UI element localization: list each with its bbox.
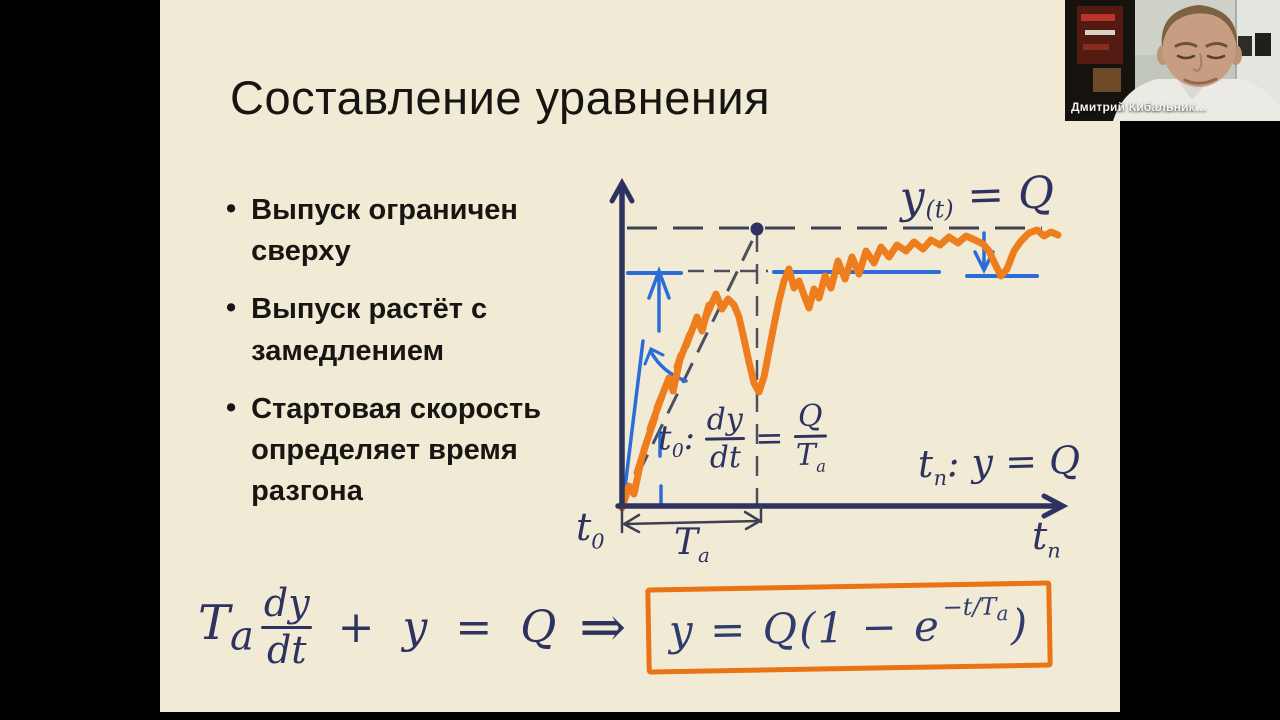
- bullet-text: Выпуск растёт с замедлением: [251, 293, 488, 367]
- equation-derivative-fraction: dy dt: [261, 583, 313, 671]
- tangent-dashed-line: [621, 230, 759, 506]
- participant-name: Дмитрий Кибальник…: [1071, 100, 1208, 114]
- bullet-item: • Выпуск растёт с замедлением: [226, 289, 598, 371]
- webcam-tile[interactable]: Дмитрий Кибальник…: [1065, 0, 1280, 121]
- axis-label-t0: t0: [576, 505, 605, 554]
- left-eye: [1176, 54, 1196, 60]
- bullet-item: • Выпуск ограничен сверху: [226, 190, 598, 272]
- dy-dt-fraction: dy dt: [704, 402, 746, 476]
- participant-figure: [1113, 5, 1280, 121]
- asymptote-eq: = Q: [952, 167, 1055, 222]
- bullet-dot: •: [226, 193, 237, 225]
- solution-highlight-box: y = Q(1 − e −t/Ta ): [645, 579, 1054, 675]
- shirt: [1113, 79, 1280, 121]
- bullet-text: Выпуск ограничен сверху: [251, 194, 518, 268]
- asymptote-arg: (t): [924, 194, 955, 224]
- blue-up-arrow: [647, 265, 671, 506]
- equation-middle: + y = Q: [337, 601, 564, 653]
- initial-slope-line: [621, 339, 645, 506]
- t0-term: t0:: [657, 417, 696, 463]
- slope-angle-arrowhead: [643, 346, 665, 366]
- bullet-item: • Стартовая скорость определяет время ра…: [226, 389, 598, 513]
- output-curve: [618, 226, 1062, 512]
- x-axis: [615, 493, 1069, 519]
- webcam-video: [1065, 0, 1280, 121]
- slope-angle-arc: [649, 350, 688, 383]
- shelf-objects: [1238, 33, 1271, 56]
- mouth: [1183, 77, 1218, 85]
- hair: [1161, 5, 1238, 48]
- ta-span-arrow: [620, 504, 763, 534]
- axis-label-tn: tn: [1032, 514, 1061, 563]
- presentation-slide: Составление уравнения • Выпуск ограничен…: [160, 0, 1120, 712]
- dark-background-shelf: [1065, 0, 1135, 121]
- tangent-intersection-dot: [750, 222, 764, 236]
- asymptote-label: y(t) = Q: [899, 167, 1055, 224]
- solution-expression: y = Q(1 − e: [668, 600, 942, 655]
- bullet-list: • Выпуск ограничен сверху • Выпуск растё…: [226, 190, 598, 529]
- q-ta-fraction: Q Ta: [793, 398, 828, 476]
- bullet-dot: •: [226, 391, 237, 424]
- initial-slope-annotation: t0: dy dt = Q Ta: [657, 398, 828, 478]
- final-state-annotation: tn: y = Q: [917, 437, 1081, 491]
- solution-exponent: −t/Ta: [942, 592, 1009, 625]
- y-axis: [609, 177, 635, 509]
- equals-sign: =: [754, 418, 785, 459]
- solution-close-paren: ): [1010, 599, 1030, 649]
- equation-coefficient: Ta: [198, 594, 254, 660]
- bullet-text: Стартовая скорость определяет время разг…: [251, 392, 542, 508]
- axis-label-ta: Ta: [674, 522, 710, 568]
- bullet-dot: •: [226, 292, 237, 325]
- implies-arrow: ⇒: [579, 594, 627, 660]
- slide-title: Составление уравнения: [230, 71, 771, 124]
- growth-curve-sketch: [609, 177, 1069, 534]
- asymptote-y: y: [899, 171, 926, 224]
- nose: [1193, 53, 1203, 72]
- face: [1162, 5, 1236, 87]
- differential-equation: Ta dy dt + y = Q ⇒ y = Q(1 − e −t/Ta ): [198, 560, 1054, 694]
- right-eye: [1206, 54, 1226, 60]
